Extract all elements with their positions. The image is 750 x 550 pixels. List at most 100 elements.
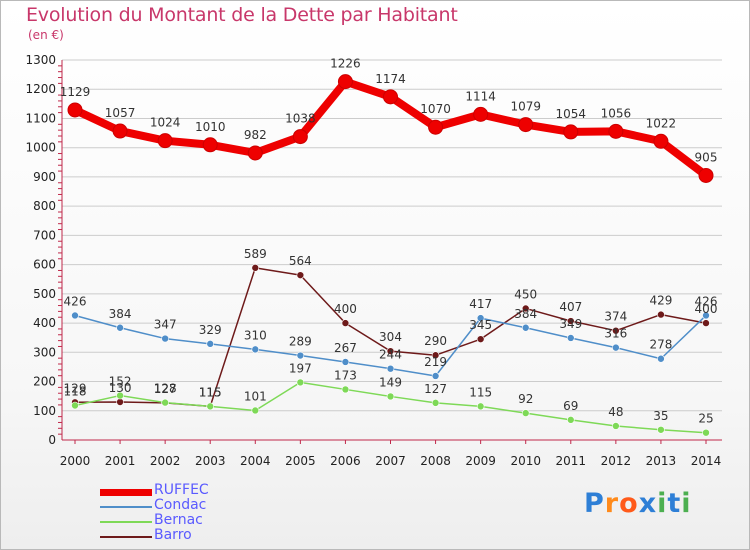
data-point-condac bbox=[161, 334, 169, 343]
logo-letter: o bbox=[619, 488, 639, 519]
data-point-condac bbox=[612, 343, 620, 352]
data-label-barro: 429 bbox=[649, 294, 672, 308]
data-point-ruffec bbox=[67, 102, 83, 118]
data-label-condac: 426 bbox=[695, 294, 718, 308]
data-point-barro bbox=[521, 304, 530, 313]
data-label-ruffec: 1129 bbox=[60, 85, 91, 99]
data-label-barro: 564 bbox=[289, 254, 312, 268]
data-label-ruffec: 1057 bbox=[105, 106, 136, 120]
data-label-barro: 589 bbox=[244, 247, 267, 261]
data-label-ruffec: 1024 bbox=[150, 116, 181, 130]
logo-letter: t bbox=[667, 488, 682, 519]
data-label-ruffec: 1114 bbox=[465, 89, 496, 103]
data-point-ruffec bbox=[473, 106, 489, 122]
data-point-barro bbox=[386, 347, 395, 355]
data-label-condac: 347 bbox=[154, 318, 177, 332]
data-label-barro: 115 bbox=[199, 385, 222, 399]
data-label-condac: 329 bbox=[199, 323, 222, 337]
data-label-ruffec: 1038 bbox=[285, 112, 316, 126]
data-label-bernac: 25 bbox=[698, 412, 713, 426]
x-tick-label: 2002 bbox=[150, 454, 181, 468]
data-label-condac: 278 bbox=[649, 338, 672, 352]
data-label-ruffec: 1022 bbox=[646, 116, 677, 130]
data-label-bernac: 152 bbox=[109, 375, 132, 389]
data-label-ruffec: 982 bbox=[244, 128, 267, 142]
data-point-ruffec bbox=[563, 124, 579, 140]
data-point-condac bbox=[566, 334, 575, 342]
data-point-ruffec bbox=[337, 74, 353, 90]
data-point-condac bbox=[386, 364, 395, 373]
data-point-bernac bbox=[386, 392, 395, 401]
logo-letter: i bbox=[657, 488, 668, 519]
legend-label-bernac: Bernac bbox=[154, 512, 203, 528]
x-tick-label: 2013 bbox=[646, 454, 677, 468]
data-label-bernac: 115 bbox=[469, 385, 492, 399]
data-point-condac bbox=[296, 351, 305, 360]
legend-label-ruffec: RUFFEC bbox=[154, 482, 209, 498]
data-label-barro: 290 bbox=[424, 334, 447, 348]
data-point-bernac bbox=[702, 428, 710, 437]
data-label-bernac: 101 bbox=[244, 389, 267, 403]
data-point-ruffec bbox=[653, 133, 669, 149]
logo-letter: P bbox=[584, 488, 605, 519]
data-label-ruffec: 905 bbox=[695, 150, 718, 164]
data-label-barro: 374 bbox=[604, 310, 627, 324]
data-point-condac bbox=[431, 372, 440, 380]
x-tick-label: 2006 bbox=[330, 454, 361, 468]
data-point-barro bbox=[116, 398, 124, 406]
x-tick-label: 2014 bbox=[691, 454, 722, 468]
data-label-bernac: 149 bbox=[379, 375, 402, 389]
data-point-condac bbox=[521, 323, 530, 332]
data-point-barro bbox=[612, 326, 620, 335]
data-label-barro: 127 bbox=[154, 382, 177, 396]
logo-letter: r bbox=[604, 488, 620, 519]
x-tick-label: 2012 bbox=[601, 454, 632, 468]
data-point-condac bbox=[71, 311, 79, 320]
logo-letter: i bbox=[681, 488, 692, 519]
data-point-barro bbox=[702, 319, 710, 327]
data-point-condac bbox=[702, 311, 710, 320]
data-point-ruffec bbox=[202, 137, 218, 153]
data-point-bernac bbox=[71, 401, 79, 410]
data-label-bernac: 35 bbox=[653, 409, 668, 423]
data-label-condac: 417 bbox=[469, 297, 492, 311]
data-point-barro bbox=[296, 271, 305, 279]
x-tick-label: 2008 bbox=[420, 454, 451, 468]
data-label-barro: 407 bbox=[559, 300, 582, 314]
data-label-bernac: 197 bbox=[289, 361, 312, 375]
legend-swatch-condac bbox=[100, 506, 152, 508]
data-label-ruffec: 1174 bbox=[375, 72, 406, 86]
data-label-barro: 304 bbox=[379, 330, 402, 344]
x-tick-label: 2003 bbox=[195, 454, 226, 468]
data-label-barro: 129 bbox=[64, 381, 87, 395]
data-label-barro: 450 bbox=[514, 287, 537, 301]
data-point-ruffec bbox=[157, 133, 173, 149]
legend-swatch-ruffec bbox=[100, 489, 152, 496]
data-point-ruffec bbox=[292, 129, 308, 145]
data-label-condac: 384 bbox=[109, 307, 132, 321]
y-tick-label: 300 bbox=[33, 345, 56, 359]
x-tick-label: 2004 bbox=[240, 454, 271, 468]
data-label-condac: 426 bbox=[64, 294, 87, 308]
y-tick-label: 500 bbox=[33, 287, 56, 301]
data-point-ruffec bbox=[518, 117, 534, 133]
x-tick-label: 2001 bbox=[105, 454, 136, 468]
data-label-bernac: 92 bbox=[518, 392, 533, 406]
y-tick-label: 1000 bbox=[25, 141, 56, 155]
data-point-ruffec bbox=[383, 89, 398, 105]
data-point-ruffec bbox=[428, 119, 444, 135]
data-label-bernac: 69 bbox=[563, 399, 578, 413]
y-tick-label: 200 bbox=[33, 375, 56, 389]
data-point-ruffec bbox=[608, 123, 624, 139]
y-tick-label: 0 bbox=[48, 433, 56, 447]
data-point-barro bbox=[476, 335, 485, 343]
data-point-bernac bbox=[521, 409, 530, 417]
data-label-ruffec: 1070 bbox=[420, 102, 451, 116]
y-tick-label: 600 bbox=[33, 258, 56, 272]
data-label-bernac: 118 bbox=[64, 385, 87, 399]
y-tick-label: 400 bbox=[33, 316, 56, 330]
data-point-condac bbox=[251, 345, 260, 354]
data-label-bernac: 115 bbox=[199, 385, 222, 399]
proxiti-logo: Proxiti bbox=[584, 488, 692, 519]
x-tick-label: 2005 bbox=[285, 454, 316, 468]
